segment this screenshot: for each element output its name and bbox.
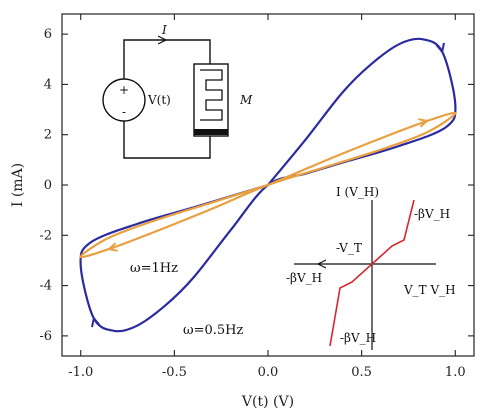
x-tick-label: 1.0 (445, 365, 466, 380)
y-axis-label: I (mA) (10, 163, 26, 207)
direction-arrow-icon (91, 316, 101, 328)
current-arrow-icon (157, 35, 168, 45)
source-label: V(t) (147, 93, 171, 107)
axis-tick-labels: -1.0 -0.5 0.0 0.5 1.0 -6 -4 -2 0 2 4 6 (39, 27, 465, 380)
direction-arrow-icon (106, 242, 118, 252)
memristor-zigzag-icon (200, 69, 223, 121)
circuit-diagram: + - V(t) I M (102, 23, 253, 159)
x-tick-label: 0.5 (351, 365, 372, 380)
x-tick-label: 0.0 (258, 365, 279, 380)
y-tick-label: 6 (44, 27, 52, 42)
inset-curve (329, 199, 415, 347)
device-label: M (239, 93, 253, 107)
y-tick-label: 4 (44, 77, 52, 92)
data-curves (79, 37, 457, 333)
annotation-0p5hz: ω=0.5Hz (183, 323, 244, 338)
y-tick-label: -4 (39, 279, 52, 294)
x-axis-label: V(t) (V) (241, 394, 294, 410)
direction-arrow-icon (435, 42, 445, 54)
voltage-source-icon (102, 78, 146, 122)
annotation-1hz: ω=1Hz (130, 261, 178, 276)
source-plus: + (119, 83, 129, 97)
axis-ticks (62, 14, 474, 356)
source-minus: - (122, 105, 126, 119)
inset-label-bottom: -βV_H (340, 331, 376, 345)
inset-characteristic: I (V_H) -βV_H -V_T -βV_H -βV_H V_T V_H (286, 185, 456, 350)
direction-arrow-icon (418, 118, 430, 128)
x-tick-label: -1.0 (68, 365, 93, 380)
inset-label-vt: -V_T (336, 241, 362, 255)
inset-arrow-icon (316, 259, 327, 269)
y-tick-label: 0 (44, 178, 52, 193)
series-line-1 (79, 111, 457, 259)
y-tick-label: 2 (44, 128, 52, 143)
inset-xlabel: V_T V_H (403, 283, 456, 297)
y-tick-label: -2 (39, 228, 52, 243)
inset-ylabel: I (V_H) (336, 185, 379, 199)
inset-label-top: -βV_H (414, 207, 450, 221)
memristor-polarity-bar (194, 129, 228, 135)
x-tick-label: -0.5 (162, 365, 187, 380)
current-label: I (161, 23, 167, 37)
y-tick-label: -6 (39, 329, 52, 344)
inset-label-left: -βV_H (286, 271, 322, 285)
